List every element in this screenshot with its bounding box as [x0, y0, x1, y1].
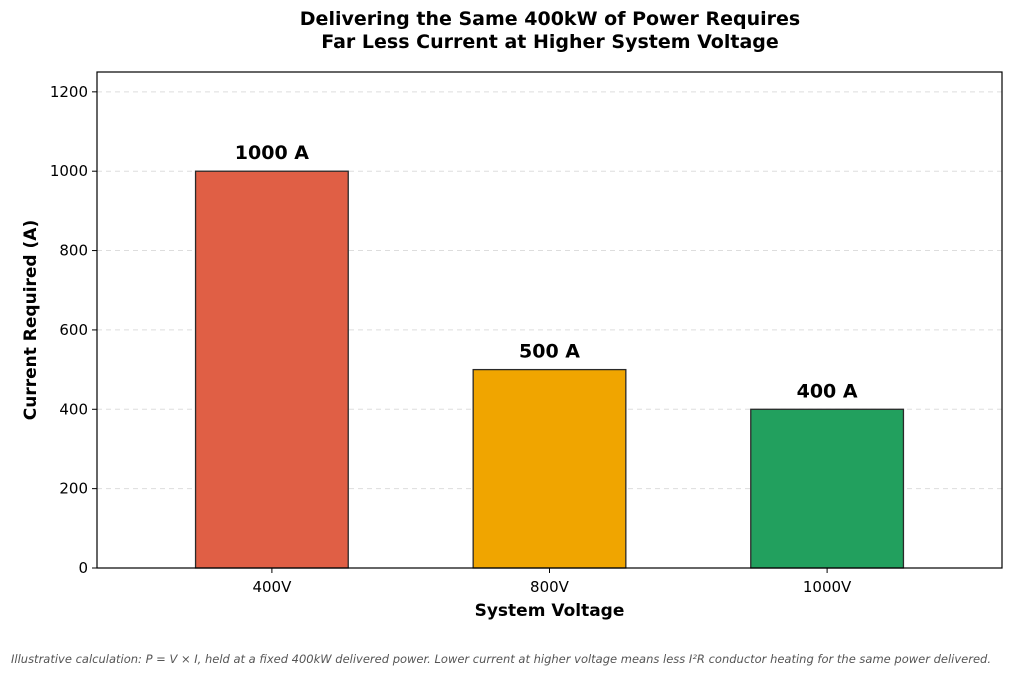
chart-title: Delivering the Same 400kW of Power Requi…	[0, 8, 1024, 54]
y-tick-label: 400	[59, 400, 88, 418]
x-tick-label: 1000V	[803, 578, 852, 596]
y-axis-label: Current Required (A)	[21, 220, 41, 420]
data-label-1000V: 400 A	[797, 380, 858, 402]
y-tick-label: 600	[59, 321, 88, 339]
chart-title-line-1: Delivering the Same 400kW of Power Requi…	[299, 8, 801, 30]
x-axis-ticks: 400V 800V 1000V	[252, 568, 852, 596]
bars	[194, 170, 905, 569]
y-tick-label: 1200	[50, 83, 88, 101]
x-tick-label: 400V	[252, 578, 292, 596]
y-tick-label: 200	[59, 480, 88, 498]
data-label-400V: 1000 A	[235, 142, 309, 164]
bar-800V	[472, 368, 627, 569]
data-labels: 1000 A 500 A 400 A	[235, 142, 858, 402]
x-axis-label: System Voltage	[475, 601, 625, 621]
bar-400V	[194, 170, 349, 569]
y-axis-ticks: 0 200 400 600 800 1000 1200	[50, 83, 97, 577]
bar-1000V	[750, 408, 905, 569]
y-tick-label: 800	[59, 242, 88, 260]
y-tick-label: 0	[78, 559, 88, 577]
footnote: Illustrative calculation: P = V × I, hel…	[11, 652, 991, 666]
data-label-800V: 500 A	[519, 341, 580, 363]
chart-title-line-2: Far Less Current at Higher System Voltag…	[321, 31, 779, 53]
x-tick-label: 800V	[530, 578, 570, 596]
y-tick-label: 1000	[50, 162, 88, 180]
